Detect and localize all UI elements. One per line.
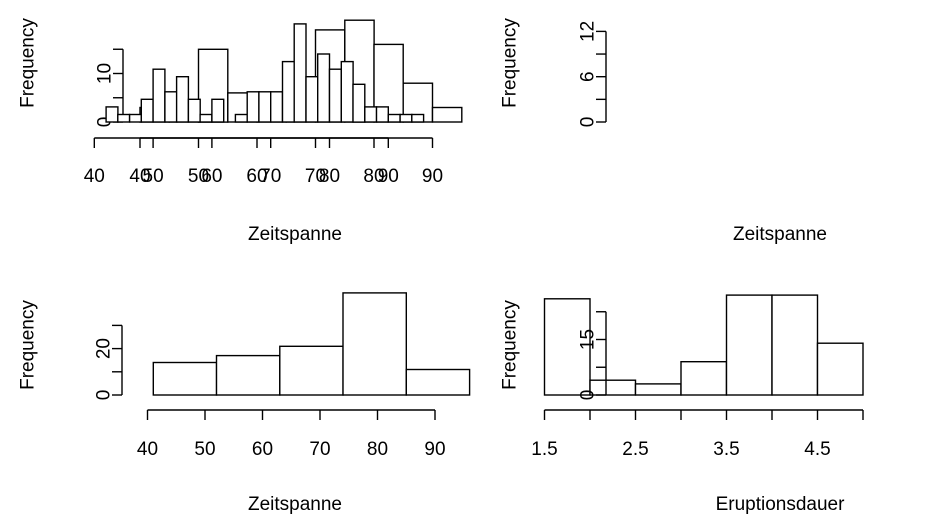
histogram-bar	[543, 298, 591, 396]
x-tick-label: 1.5	[531, 439, 557, 460]
y-tick-label: 0	[95, 117, 116, 128]
histogram-bar	[234, 113, 248, 123]
histogram-bar	[279, 345, 344, 396]
x-axis-label: Eruptionsdauer	[716, 494, 846, 515]
x-axis-label: Zeitspanne	[248, 224, 342, 245]
x-tick-label: 60	[246, 166, 267, 187]
histogram-bar	[411, 113, 425, 123]
y-tick-label: 15	[578, 329, 599, 350]
histogram-bar	[164, 91, 178, 123]
histogram-bar	[140, 98, 154, 123]
x-tick-label: 2.5	[622, 439, 648, 460]
histogram-bar	[317, 53, 331, 123]
x-tick-label: 70	[260, 166, 281, 187]
histogram-bar	[175, 75, 190, 123]
histogram-bar	[270, 91, 284, 123]
x-tick-label: 90	[422, 166, 443, 187]
x-tick-label: 50	[188, 166, 209, 187]
x-tick-label: 3.5	[713, 439, 739, 460]
y-tick-label: 20	[94, 338, 115, 359]
y-tick-label: 0	[578, 117, 599, 128]
x-tick-label: 70	[309, 439, 330, 460]
y-tick-label: 0	[94, 390, 115, 401]
y-axis-label: Frequency	[18, 300, 39, 390]
histogram-bar	[258, 91, 272, 123]
x-tick-label: 50	[194, 439, 215, 460]
histogram-bar	[128, 113, 143, 123]
x-axis-label: Zeitspanne	[733, 224, 827, 245]
histogram-bar	[375, 106, 390, 123]
x-tick-label: 60	[201, 166, 222, 187]
histogram-bar	[816, 342, 864, 396]
y-tick-label: 0	[578, 390, 599, 401]
x-tick-label: 4.5	[804, 439, 830, 460]
y-tick-label: 6	[578, 71, 599, 82]
histogram-bar	[352, 83, 366, 123]
histogram-bar	[281, 60, 296, 123]
x-tick-label: 40	[137, 439, 158, 460]
histogram-bar	[399, 113, 413, 123]
histogram-bar	[293, 23, 307, 123]
histogram-bar	[328, 68, 343, 123]
x-tick-label: 40	[84, 166, 105, 187]
x-tick-label: 80	[319, 166, 340, 187]
histogram-panel-3: 40 50 60 70 80 90 0 20 Zeitspanne Frequency	[18, 292, 471, 515]
x-tick-label: 80	[367, 439, 388, 460]
y-axis-label: Frequency	[18, 18, 39, 108]
histogram-bar	[405, 368, 471, 396]
histogram-bar	[342, 292, 407, 396]
histogram-bar	[305, 75, 319, 123]
histogram-bar	[771, 294, 819, 396]
histogram-bar	[105, 106, 119, 123]
histogram-bar	[199, 113, 213, 123]
histogram-bar	[211, 98, 225, 123]
x-axis-label: Zeitspanne	[248, 494, 342, 515]
histogram-bar	[117, 113, 131, 123]
y-axis-label: Frequency	[500, 300, 521, 390]
histogram-bar	[215, 354, 281, 396]
y-axis-label: Frequency	[500, 18, 521, 108]
histogram-panel-4: 1.5 2.5 3.5 4.5 0 15 Eruptionsdauer Frequency	[500, 294, 864, 515]
histogram-bar	[246, 91, 260, 123]
y-tick-label: 12	[578, 21, 599, 42]
histogram-bar	[680, 361, 728, 396]
x-tick-label: 90	[378, 166, 399, 187]
histogram-bar	[387, 113, 401, 123]
histogram-bar	[634, 383, 682, 396]
x-tick-label: 40	[129, 166, 150, 187]
histogram-bar	[364, 106, 378, 123]
histogram-bar	[340, 60, 354, 123]
x-tick-label: 90	[424, 439, 445, 460]
histogram-bar	[152, 68, 166, 123]
y-tick-label: 10	[95, 63, 116, 84]
x-tick-label: 60	[252, 439, 273, 460]
histogram-bar	[152, 361, 218, 396]
x-tick-label: 80	[363, 166, 384, 187]
histogram-bar	[431, 106, 463, 123]
histogram-bar	[725, 294, 773, 396]
x-tick-label: 50	[143, 166, 164, 187]
x-tick-label: 70	[305, 166, 326, 187]
histogram-bar	[187, 98, 201, 123]
